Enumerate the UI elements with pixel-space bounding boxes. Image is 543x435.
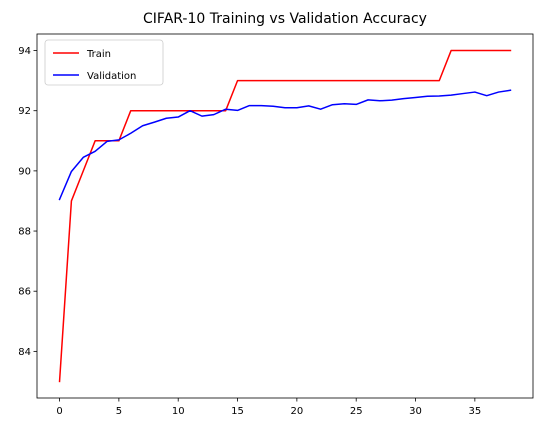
x-tick-label: 25 [350, 406, 363, 417]
y-tick-label: 84 [18, 347, 31, 358]
axes-frame [36, 33, 534, 399]
plot-area [37, 34, 533, 398]
y-tick-label: 86 [18, 287, 31, 298]
legend-label-train: Train [86, 49, 111, 60]
x-tick-label: 30 [409, 406, 422, 417]
x-tick-label: 20 [290, 406, 303, 417]
series-layer [58, 49, 512, 383]
x-tick-label: 35 [468, 406, 481, 417]
axes-layer: 0 5 10 15 20 25 30 35 84 86 88 90 92 94 [18, 33, 534, 417]
y-tick-label: 88 [18, 227, 31, 238]
legend-label-validation: Validation [87, 71, 136, 82]
x-tick-label: 15 [231, 406, 244, 417]
plot-background [37, 34, 533, 398]
y-tick-label: 90 [18, 166, 31, 177]
legend-box [44, 39, 164, 86]
series-line-validation [58, 89, 512, 201]
series-line-train [58, 49, 512, 383]
y-tick-label: 92 [18, 106, 31, 117]
x-tick-label: 0 [56, 406, 62, 417]
chart-title: CIFAR-10 Training vs Validation Accuracy [143, 11, 427, 27]
y-tick-label: 94 [18, 46, 31, 57]
legend: Train Validation [44, 39, 164, 86]
x-tick-label: 5 [116, 406, 122, 417]
x-tick-label: 10 [172, 406, 185, 417]
